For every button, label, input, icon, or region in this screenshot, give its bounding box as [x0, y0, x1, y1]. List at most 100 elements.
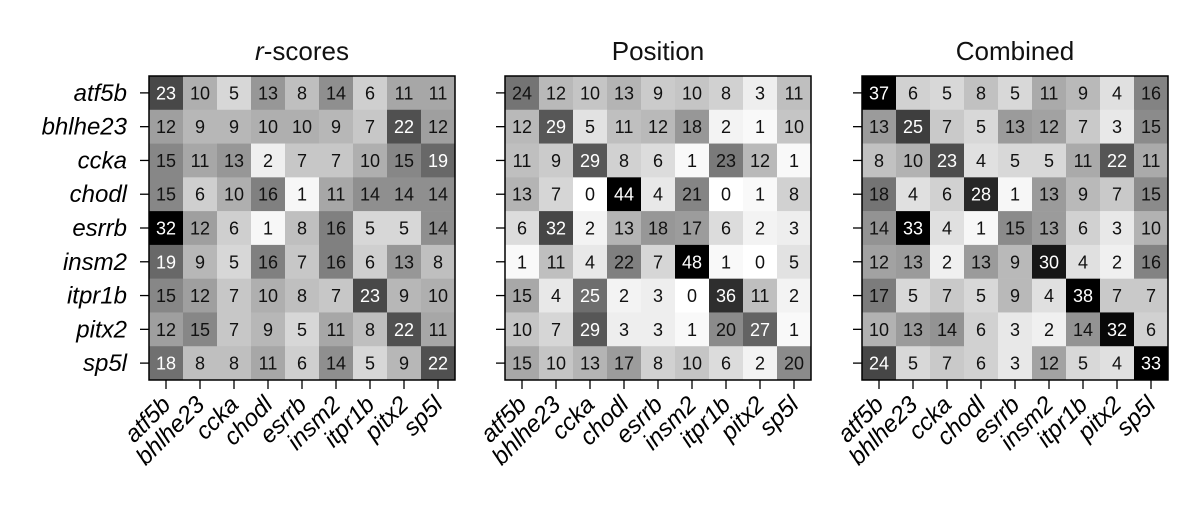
- heatmap-cell: [896, 143, 931, 178]
- heatmap-cell: [641, 143, 676, 178]
- cell-value-label: 9: [331, 117, 341, 137]
- cell-value-label: 15: [156, 286, 176, 306]
- cell-value-label: 5: [297, 320, 307, 340]
- cell-value-label: 5: [229, 83, 239, 103]
- cell-value-label: 3: [1112, 219, 1122, 239]
- cell-value-label: 11: [1040, 83, 1059, 103]
- cell-value-label: 15: [1005, 219, 1025, 239]
- heatmap-cell: [607, 177, 642, 212]
- heatmap-cell: [149, 312, 184, 347]
- heatmap-cell: [1066, 312, 1101, 347]
- row-label: chodl: [70, 181, 128, 208]
- heatmap-cell: [896, 76, 931, 111]
- cell-value-label: 9: [229, 117, 239, 137]
- cell-value-label: 7: [331, 151, 341, 171]
- heatmap-cell: [675, 346, 710, 381]
- heatmap-cell: [421, 76, 456, 111]
- heatmap-cell: [319, 109, 354, 144]
- heatmap-cell: [1134, 76, 1169, 111]
- heatmap-cell: [862, 143, 897, 178]
- cell-value-label: 17: [614, 354, 634, 374]
- cell-value-label: 8: [195, 354, 205, 374]
- heatmap-cell: [285, 244, 320, 279]
- cell-value-label: 16: [326, 252, 346, 272]
- heatmap-cell: [539, 177, 574, 212]
- cell-value-label: 12: [869, 252, 889, 272]
- heatmap-cell: [217, 109, 252, 144]
- heatmap-cell: [1134, 346, 1169, 381]
- cell-value-label: 13: [903, 320, 923, 340]
- cell-value-label: 33: [903, 219, 923, 239]
- heatmap-cell: [539, 312, 574, 347]
- heatmap-cell: [998, 177, 1033, 212]
- cell-value-label: 12: [156, 117, 176, 137]
- heatmap-cell: [319, 244, 354, 279]
- cell-value-label: 6: [976, 354, 986, 374]
- cell-value-label: 1: [297, 185, 307, 205]
- cell-value-label: 14: [428, 219, 448, 239]
- heatmap-cell: [1032, 278, 1067, 313]
- cell-value-label: 9: [263, 320, 273, 340]
- cell-value-label: 3: [1112, 117, 1122, 137]
- heatmap-cell: [387, 143, 422, 178]
- heatmap-cell: [285, 278, 320, 313]
- cell-value-label: 1: [789, 151, 799, 171]
- heatmap-cell: [930, 346, 965, 381]
- heatmap-cell: [285, 346, 320, 381]
- heatmap-cell: [149, 76, 184, 111]
- cell-value-label: 14: [360, 185, 380, 205]
- cell-value-label: 13: [224, 151, 244, 171]
- cell-value-label: 2: [942, 252, 952, 272]
- cell-value-label: 1: [687, 151, 697, 171]
- heatmap-cell: [998, 278, 1033, 313]
- heatmap-cell: [777, 244, 812, 279]
- cell-value-label: 5: [976, 286, 986, 306]
- heatmap-cell: [217, 76, 252, 111]
- heatmap-cell: [387, 76, 422, 111]
- heatmap-cell: [1134, 143, 1169, 178]
- cell-value-label: 4: [942, 219, 952, 239]
- heatmap-cell: [149, 346, 184, 381]
- heatmap-cell: [251, 143, 286, 178]
- heatmap-cell: [777, 278, 812, 313]
- cell-value-label: 6: [653, 151, 663, 171]
- cell-value-label: 8: [976, 83, 986, 103]
- cell-value-label: 7: [229, 320, 239, 340]
- heatmap-cell: [353, 109, 388, 144]
- heatmap-cell: [998, 346, 1033, 381]
- heatmap-cell: [1032, 109, 1067, 144]
- heatmap-cell: [285, 143, 320, 178]
- cell-value-label: 16: [1141, 252, 1161, 272]
- cell-value-label: 15: [1141, 117, 1161, 137]
- panel-title: r-scores: [255, 36, 349, 66]
- panel-title: Position: [612, 36, 705, 66]
- cell-value-label: 9: [1010, 286, 1020, 306]
- heatmap-cell: [573, 76, 608, 111]
- heatmap-cell: [1066, 76, 1101, 111]
- cell-value-label: 7: [942, 286, 952, 306]
- cell-value-label: 11: [327, 185, 346, 205]
- heatmap-cell: [251, 177, 286, 212]
- cell-value-label: 12: [546, 83, 566, 103]
- heatmap-cell: [319, 211, 354, 246]
- cell-value-label: 3: [789, 219, 799, 239]
- cell-value-label: 9: [195, 117, 205, 137]
- cell-value-label: 7: [1112, 286, 1122, 306]
- cell-value-label: 13: [971, 252, 991, 272]
- heatmap-cell: [930, 211, 965, 246]
- heatmap-cell: [387, 109, 422, 144]
- cell-value-label: 5: [365, 219, 375, 239]
- heatmap-cell: [675, 109, 710, 144]
- cell-value-label: 48: [682, 252, 702, 272]
- cell-value-label: 8: [789, 185, 799, 205]
- heatmap-cell: [149, 244, 184, 279]
- heatmap-cell: [896, 346, 931, 381]
- heatmap-cell: [607, 109, 642, 144]
- cell-value-label: 6: [1078, 219, 1088, 239]
- cell-value-label: 6: [195, 185, 205, 205]
- cell-value-label: 19: [156, 252, 176, 272]
- heatmap-cell: [149, 211, 184, 246]
- cell-value-label: 10: [682, 354, 702, 374]
- cell-value-label: 6: [229, 219, 239, 239]
- heatmap-cell: [251, 109, 286, 144]
